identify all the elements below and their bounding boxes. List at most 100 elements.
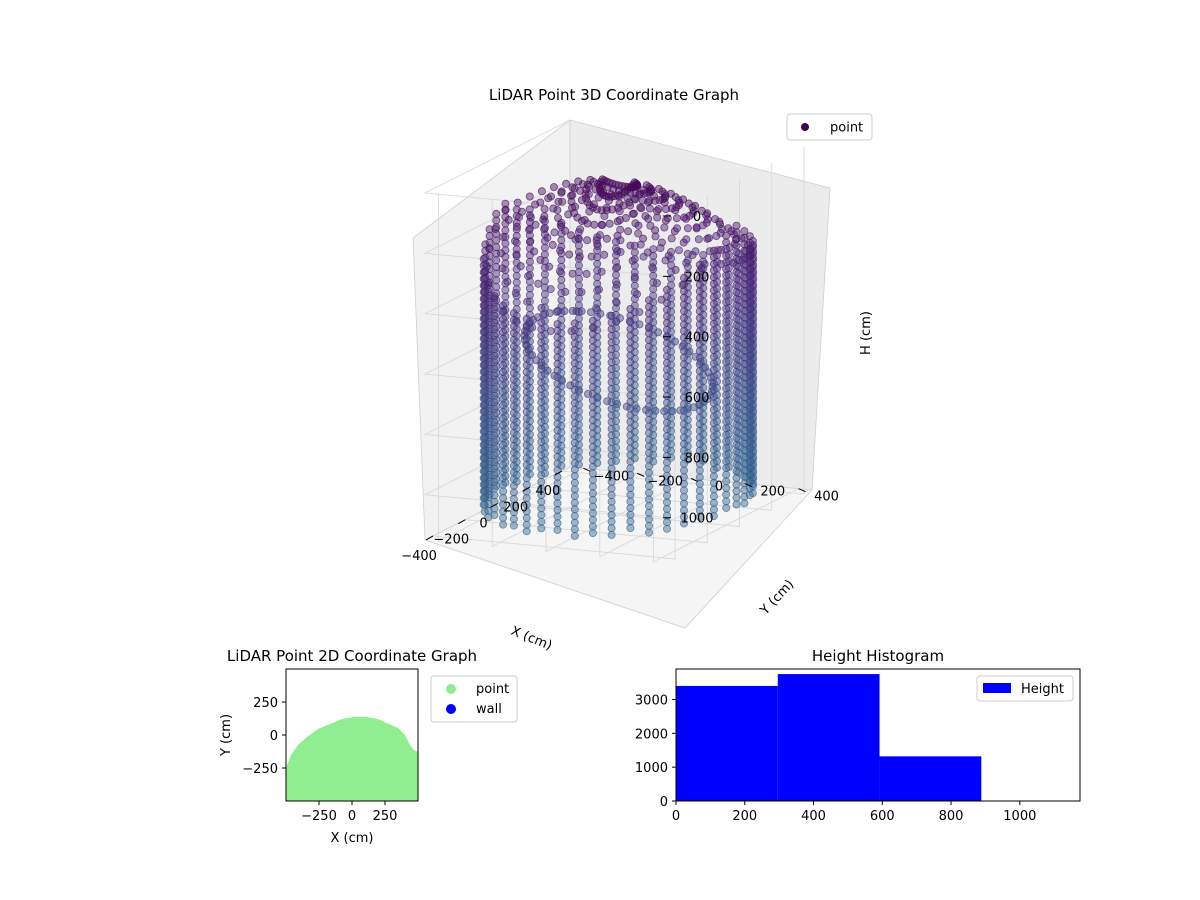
- point-3d: [724, 363, 733, 372]
- point-3d: [501, 239, 510, 248]
- point-3d: [582, 194, 591, 203]
- point-3d: [663, 498, 672, 507]
- point-3d: [683, 409, 692, 418]
- point-3d: [540, 237, 549, 246]
- point-3d: [724, 443, 733, 452]
- point-3d: [636, 240, 645, 249]
- point-3d: [525, 410, 534, 419]
- point-3d: [683, 336, 692, 345]
- point-3d: [734, 282, 743, 291]
- point-3d: [732, 221, 741, 230]
- point-3d: [638, 196, 647, 205]
- point-3d: [593, 405, 602, 414]
- point-3d: [485, 464, 494, 473]
- point-3d: [612, 310, 621, 319]
- point-3d: [674, 246, 683, 255]
- histogram-bar: [879, 756, 982, 801]
- point-3d: [622, 402, 631, 411]
- x-tick: [490, 503, 498, 508]
- point-3d: [649, 278, 658, 287]
- point-3d: [570, 531, 579, 540]
- point-3d: [553, 499, 562, 508]
- point-3d: [663, 491, 672, 500]
- point-3d: [741, 459, 750, 468]
- chart-3d-ylabel: Y (cm): [757, 577, 797, 619]
- point-3d: [525, 430, 534, 439]
- point-3d: [699, 330, 708, 339]
- point-3d: [699, 284, 708, 293]
- point-3d: [667, 294, 676, 303]
- point-3d: [537, 187, 546, 196]
- point-3d: [584, 190, 593, 199]
- point-3d: [566, 381, 575, 390]
- point-3d: [568, 269, 577, 278]
- point-3d: [525, 436, 534, 445]
- point-3d: [734, 422, 743, 431]
- point-3d: [501, 458, 510, 467]
- point-3d: [550, 371, 559, 380]
- point-3d: [649, 397, 658, 406]
- point-3d: [525, 224, 534, 233]
- point-3d: [540, 369, 549, 378]
- point-3d: [492, 276, 501, 285]
- point-3d: [612, 377, 621, 386]
- point-3d: [574, 294, 583, 303]
- point-3d: [724, 410, 733, 419]
- point-3d: [485, 284, 494, 293]
- point-3d: [540, 217, 549, 226]
- point-3d: [741, 413, 750, 422]
- point-3d: [570, 512, 579, 521]
- x-tick-label: 0: [672, 809, 680, 824]
- point-3d: [612, 370, 621, 379]
- point-3d: [574, 447, 583, 456]
- point-3d: [661, 256, 670, 265]
- chart-3d-grid: [423, 119, 805, 563]
- point-3d: [612, 383, 621, 392]
- y-tick-label: 200: [760, 485, 785, 500]
- point-3d: [656, 243, 665, 252]
- point-3d: [512, 451, 521, 460]
- point-3d: [501, 325, 510, 334]
- point-3d: [574, 254, 583, 263]
- y-tick-label: 0: [660, 795, 668, 810]
- y-tick-label: −400: [594, 469, 630, 484]
- point-3d: [552, 307, 561, 316]
- y-tick-label: 3000: [635, 693, 668, 708]
- point-3d: [540, 296, 549, 305]
- point-3d: [630, 454, 639, 463]
- point-3d: [680, 486, 689, 495]
- point-3d: [695, 473, 704, 482]
- point-3d: [512, 231, 521, 240]
- point-3d: [630, 268, 639, 277]
- point-3d: [574, 261, 583, 270]
- point-3d: [699, 297, 708, 306]
- point-3d: [732, 480, 741, 489]
- point-3d: [557, 388, 566, 397]
- point-3d: [662, 204, 671, 213]
- point-3d: [649, 424, 658, 433]
- point-3d: [557, 295, 566, 304]
- point-3d: [667, 261, 676, 270]
- point-3d: [512, 358, 521, 367]
- chart-3d-title: LiDAR Point 3D Coordinate Graph: [489, 86, 739, 104]
- point-3d: [499, 493, 508, 502]
- point-3d: [525, 443, 534, 452]
- point-3d: [501, 425, 510, 434]
- point-3d: [621, 213, 630, 222]
- point-3d: [588, 515, 597, 524]
- point-3d: [612, 251, 621, 260]
- legend-height-label: Height: [1021, 682, 1064, 697]
- point-3d: [653, 213, 662, 222]
- point-3d: [699, 270, 708, 279]
- point-3d: [741, 280, 750, 289]
- point-3d: [741, 287, 750, 296]
- point-3d: [512, 417, 521, 426]
- point-3d: [741, 307, 750, 316]
- point-3d: [699, 250, 708, 259]
- y-tick: [690, 478, 699, 482]
- point-3d: [724, 330, 733, 339]
- point-3d: [547, 192, 556, 201]
- point-3d: [649, 344, 658, 353]
- point-3d: [649, 358, 658, 367]
- point-3d: [492, 342, 501, 351]
